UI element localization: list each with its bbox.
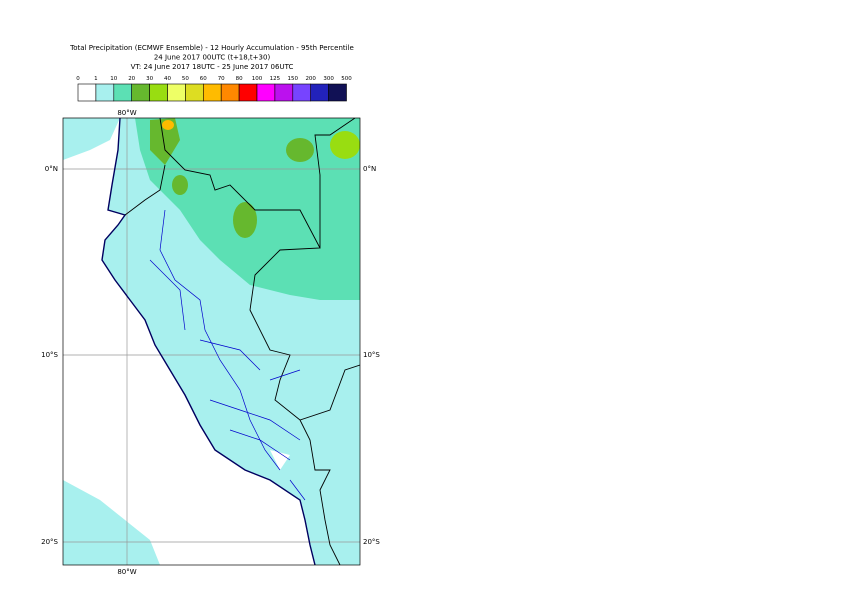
- title-line: Total Precipitation (ECMWF Ensemble) - 1…: [69, 44, 354, 52]
- precip-area: [330, 425, 360, 470]
- legend-label: 30: [146, 76, 153, 82]
- region-boundary: [149, 209, 306, 501]
- legend-label: 40: [164, 76, 171, 82]
- precip-area: [150, 118, 180, 165]
- legend-label: 300: [323, 76, 334, 82]
- precip-area: [330, 131, 360, 159]
- precip-area: [286, 138, 314, 162]
- lat-label: 0°N: [45, 165, 58, 173]
- map-frame: [62, 117, 361, 566]
- legend-label: 150: [288, 76, 299, 82]
- legend-swatch: [292, 83, 311, 102]
- legend-label: 70: [218, 76, 225, 82]
- legend-swatch: [185, 83, 204, 102]
- legend-label: 0: [76, 76, 80, 82]
- legend-swatch: [328, 83, 347, 102]
- precip-area: [172, 175, 188, 195]
- legend-label: 200: [305, 76, 316, 82]
- lon-label: 80°W: [117, 568, 136, 576]
- legend-swatch: [149, 83, 168, 102]
- precip-area: [233, 202, 257, 238]
- legend-swatch: [220, 83, 240, 102]
- legend-label: 60: [200, 76, 207, 82]
- legend-label: 80: [236, 76, 243, 82]
- lat-label: 20°S: [363, 538, 380, 546]
- dry-area: [270, 450, 290, 470]
- legend-swatch: [256, 83, 276, 102]
- legend-label: 10: [110, 76, 117, 82]
- lat-label: 0°N: [363, 165, 376, 173]
- legend: 0 1 10 20 30 40 50 60 70 80 100 125 150 200 300 500: [76, 76, 352, 102]
- lat-label: 20°S: [41, 538, 58, 546]
- title-line: 24 June 2017 00UTC (t+18,t+30): [154, 54, 271, 62]
- map: 80°W 80°W 0°N 0°N 10°S 10°S 20°S 20°S: [41, 109, 380, 576]
- legend-label: 100: [252, 76, 263, 82]
- legend-swatch: [274, 83, 294, 102]
- title-line: VT: 24 June 2017 18UTC - 25 June 2017 06…: [131, 63, 294, 71]
- legend-label: 125: [270, 76, 281, 82]
- legend-swatch: [167, 83, 186, 102]
- border: [124, 118, 360, 565]
- legend-swatch: [113, 83, 133, 102]
- legend-swatch: [95, 83, 115, 102]
- title: Total Precipitation (ECMWF Ensemble) - 1…: [69, 44, 354, 71]
- precip-area: [162, 120, 174, 130]
- legend-label: 500: [341, 76, 352, 82]
- precip-area: [63, 480, 160, 565]
- coastline: [101, 118, 316, 565]
- legend-swatch: [238, 83, 258, 102]
- legend-label: 20: [128, 76, 135, 82]
- legend-label: 50: [182, 76, 189, 82]
- legend-swatch: [77, 83, 97, 102]
- precip-area: [63, 118, 120, 160]
- legend-swatch: [310, 83, 329, 102]
- lat-label: 10°S: [363, 351, 380, 359]
- legend-label: 1: [94, 76, 98, 82]
- legend-swatch: [203, 83, 222, 102]
- legend-swatch: [131, 83, 150, 102]
- lon-label: 80°W: [117, 109, 136, 117]
- lat-label: 10°S: [41, 351, 58, 359]
